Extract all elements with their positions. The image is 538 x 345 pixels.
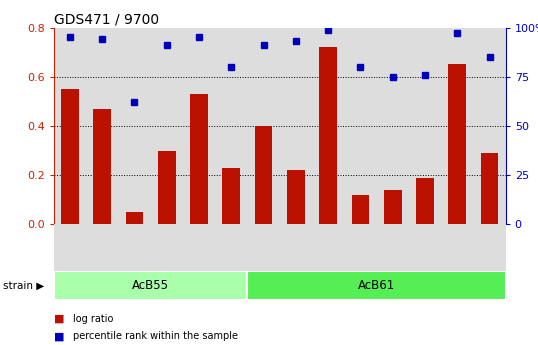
- Bar: [222, 168, 240, 224]
- Text: log ratio: log ratio: [73, 314, 113, 324]
- Bar: [480, 153, 498, 224]
- Text: percentile rank within the sample: percentile rank within the sample: [73, 332, 238, 341]
- Bar: [93, 109, 111, 224]
- Bar: [247, 271, 506, 300]
- Bar: [254, 126, 272, 224]
- Bar: [287, 170, 305, 224]
- Bar: [190, 94, 208, 224]
- Text: AcB61: AcB61: [358, 279, 395, 292]
- Bar: [448, 65, 466, 224]
- Bar: [125, 212, 143, 224]
- Text: GDS471 / 9700: GDS471 / 9700: [54, 12, 159, 27]
- Bar: [351, 195, 369, 224]
- Bar: [61, 89, 79, 224]
- Bar: [158, 150, 175, 224]
- Text: ■: ■: [54, 314, 65, 324]
- Text: strain ▶: strain ▶: [3, 280, 44, 290]
- Bar: [416, 178, 434, 224]
- Bar: [384, 190, 401, 224]
- Text: ■: ■: [54, 332, 65, 341]
- Bar: [319, 47, 337, 224]
- Bar: [54, 271, 247, 300]
- Text: AcB55: AcB55: [132, 279, 169, 292]
